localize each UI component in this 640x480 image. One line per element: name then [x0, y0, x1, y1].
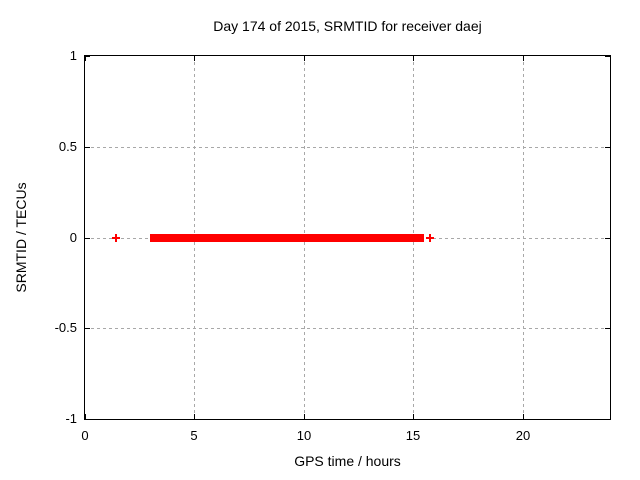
x-tick-label: 5 — [190, 428, 198, 443]
y-tick-right — [605, 419, 610, 420]
y-tick-label: 0 — [69, 230, 77, 245]
y-tick-right — [605, 147, 610, 148]
x-tick-top — [194, 56, 195, 61]
x-tick-label: 20 — [515, 428, 531, 443]
x-tick-bottom — [304, 414, 305, 419]
y-tick-right — [605, 328, 610, 329]
y-tick-left — [85, 147, 90, 148]
x-tick-label: 0 — [81, 428, 89, 443]
y-tick-right — [605, 56, 610, 57]
plot-area — [84, 55, 611, 420]
y-tick-left — [85, 56, 90, 57]
x-tick-top — [413, 56, 414, 61]
y-tick-label: 0.5 — [58, 139, 77, 154]
x-tick-bottom — [85, 414, 86, 419]
y-gridline — [85, 147, 610, 148]
data-point-marker — [426, 234, 434, 242]
x-tick-top — [523, 56, 524, 61]
y-gridline — [85, 328, 610, 329]
y-tick-left — [85, 419, 90, 420]
data-point-marker — [112, 234, 120, 242]
x-tick-label: 10 — [296, 428, 312, 443]
y-tick-label: 1 — [69, 48, 77, 63]
x-tick-bottom — [523, 414, 524, 419]
plus-vertical-bar — [429, 234, 431, 242]
x-tick-top — [304, 56, 305, 61]
x-tick-bottom — [194, 414, 195, 419]
x-tick-label: 15 — [405, 428, 421, 443]
plus-vertical-bar — [115, 234, 117, 242]
x-tick-bottom — [413, 414, 414, 419]
x-axis-label: GPS time / hours — [294, 453, 401, 469]
x-tick-top — [85, 56, 86, 61]
y-tick-right — [605, 238, 610, 239]
y-tick-left — [85, 328, 90, 329]
y-tick-left — [85, 238, 90, 239]
y-tick-label: -0.5 — [54, 320, 77, 335]
y-tick-label: -1 — [65, 411, 77, 426]
chart-title: Day 174 of 2015, SRMTID for receiver dae… — [213, 18, 482, 34]
x-gridline — [523, 56, 524, 419]
data-band — [150, 234, 424, 242]
